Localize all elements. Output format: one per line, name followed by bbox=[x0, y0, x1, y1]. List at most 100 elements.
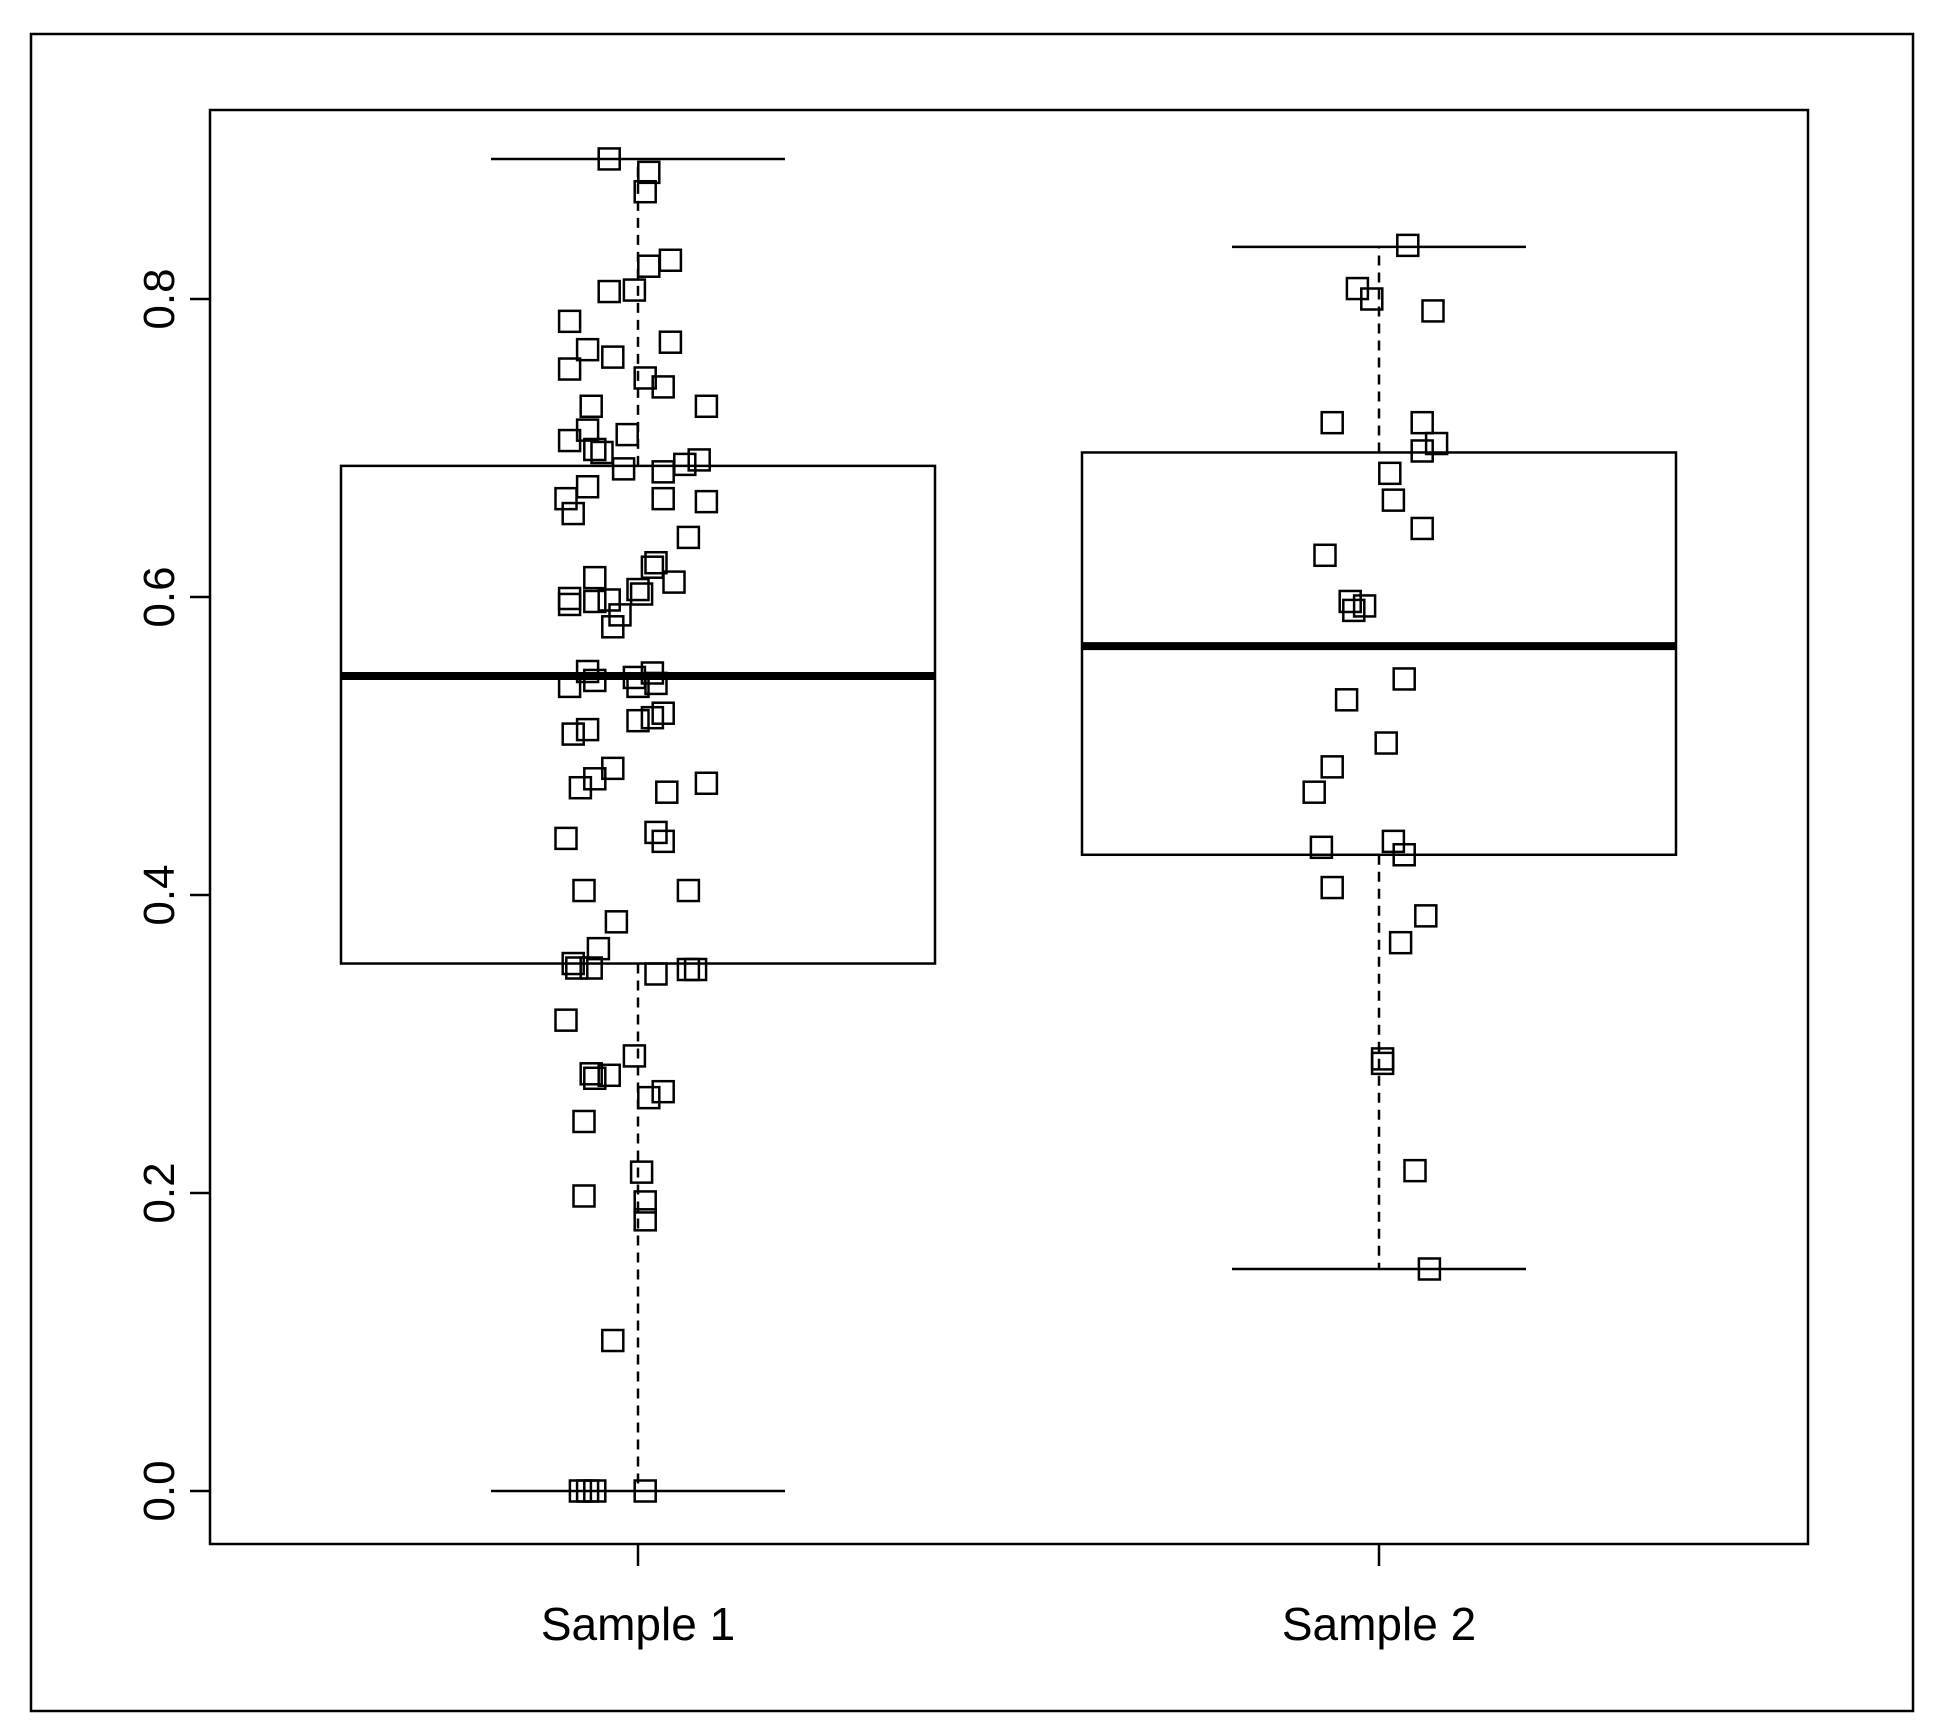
data-point bbox=[583, 668, 607, 693]
y-tick-label: 0.0 bbox=[135, 1460, 184, 1521]
box-group-2 bbox=[1080, 233, 1678, 1281]
data-point bbox=[568, 775, 593, 800]
iqr-box bbox=[339, 464, 937, 965]
data-point bbox=[1378, 461, 1402, 486]
data-point bbox=[565, 956, 589, 980]
y-tick-label: 0.2 bbox=[135, 1162, 184, 1223]
data-point bbox=[1424, 431, 1449, 456]
data-point bbox=[626, 708, 650, 733]
data-point bbox=[1374, 731, 1398, 755]
data-point bbox=[1388, 930, 1413, 955]
data-point bbox=[1414, 904, 1438, 928]
data-point bbox=[575, 337, 600, 362]
data-point bbox=[583, 1066, 607, 1091]
data-point bbox=[644, 671, 668, 696]
data-point bbox=[1338, 589, 1362, 614]
data-point bbox=[626, 577, 650, 602]
data-point bbox=[611, 457, 636, 481]
data-point bbox=[644, 820, 668, 845]
data-point bbox=[662, 570, 686, 594]
data-point bbox=[615, 422, 639, 447]
data-point bbox=[579, 1062, 603, 1086]
data-point bbox=[676, 957, 701, 982]
data-point bbox=[1417, 1257, 1442, 1281]
data-point bbox=[1403, 1158, 1427, 1183]
data-point bbox=[561, 501, 585, 526]
plot-area: 0.0 0.2 0.4 0.6 0.8 Sample 1 Sample 2 bbox=[135, 108, 1810, 1650]
data-point bbox=[557, 428, 582, 453]
data-point bbox=[644, 962, 668, 986]
data-point bbox=[583, 767, 607, 791]
data-point bbox=[651, 829, 675, 854]
data-point bbox=[583, 437, 607, 462]
data-point bbox=[658, 330, 683, 354]
data-point bbox=[658, 248, 683, 273]
data-point bbox=[676, 525, 701, 550]
data-point bbox=[629, 1160, 654, 1184]
data-point bbox=[633, 179, 657, 204]
data-point bbox=[583, 565, 607, 590]
data-point bbox=[579, 394, 603, 419]
data-point bbox=[651, 1079, 675, 1104]
data-point bbox=[583, 589, 607, 614]
data-point bbox=[572, 1109, 596, 1134]
data-point bbox=[590, 440, 614, 465]
plot-box bbox=[208, 108, 1810, 1546]
data-point bbox=[575, 717, 600, 742]
data-point bbox=[622, 1044, 647, 1068]
data-point bbox=[1334, 688, 1359, 712]
data-point bbox=[597, 1063, 621, 1088]
data-point bbox=[640, 705, 665, 730]
data-point bbox=[1410, 439, 1434, 463]
data-point bbox=[1320, 410, 1344, 435]
data-point bbox=[633, 1479, 657, 1503]
data-point bbox=[1392, 667, 1416, 691]
data-point bbox=[1302, 780, 1326, 804]
data-point bbox=[629, 582, 654, 606]
data-point bbox=[601, 615, 625, 639]
data-point bbox=[651, 486, 675, 511]
outer-frame bbox=[29, 32, 1915, 1713]
data-point bbox=[561, 951, 585, 976]
data-point bbox=[644, 550, 668, 575]
data-point bbox=[1410, 410, 1434, 435]
data-point bbox=[676, 878, 701, 903]
data-point bbox=[626, 674, 650, 699]
data-point bbox=[1392, 843, 1416, 867]
data-point bbox=[633, 1208, 657, 1232]
data-point bbox=[575, 474, 600, 499]
data-point bbox=[1370, 1047, 1395, 1071]
x-category-label: Sample 2 bbox=[1282, 1598, 1476, 1650]
y-tick-label: 0.6 bbox=[135, 566, 184, 627]
data-point bbox=[557, 309, 582, 334]
data-point bbox=[637, 254, 661, 278]
data-point bbox=[1342, 598, 1366, 623]
data-point bbox=[651, 460, 675, 484]
data-point bbox=[557, 592, 582, 617]
data-point bbox=[1313, 543, 1337, 568]
y-tick-label: 0.8 bbox=[135, 268, 184, 329]
iqr-box bbox=[1080, 451, 1678, 857]
box-group-1 bbox=[339, 147, 937, 1503]
data-point bbox=[1381, 488, 1406, 512]
data-point bbox=[583, 1479, 607, 1503]
data-point bbox=[557, 357, 582, 381]
data-point bbox=[637, 1085, 661, 1110]
data-point bbox=[1360, 287, 1384, 311]
data-point bbox=[1320, 755, 1344, 779]
data-point bbox=[651, 375, 675, 399]
data-point bbox=[1421, 299, 1445, 323]
data-point bbox=[554, 1008, 578, 1032]
data-point bbox=[554, 826, 578, 851]
data-point bbox=[1309, 835, 1334, 860]
data-point bbox=[640, 555, 665, 579]
data-point bbox=[694, 394, 719, 419]
data-point bbox=[633, 366, 657, 390]
data-point bbox=[597, 279, 621, 304]
data-point bbox=[1320, 875, 1344, 900]
data-point bbox=[637, 160, 661, 185]
data-point bbox=[597, 147, 621, 171]
data-point bbox=[557, 586, 582, 611]
